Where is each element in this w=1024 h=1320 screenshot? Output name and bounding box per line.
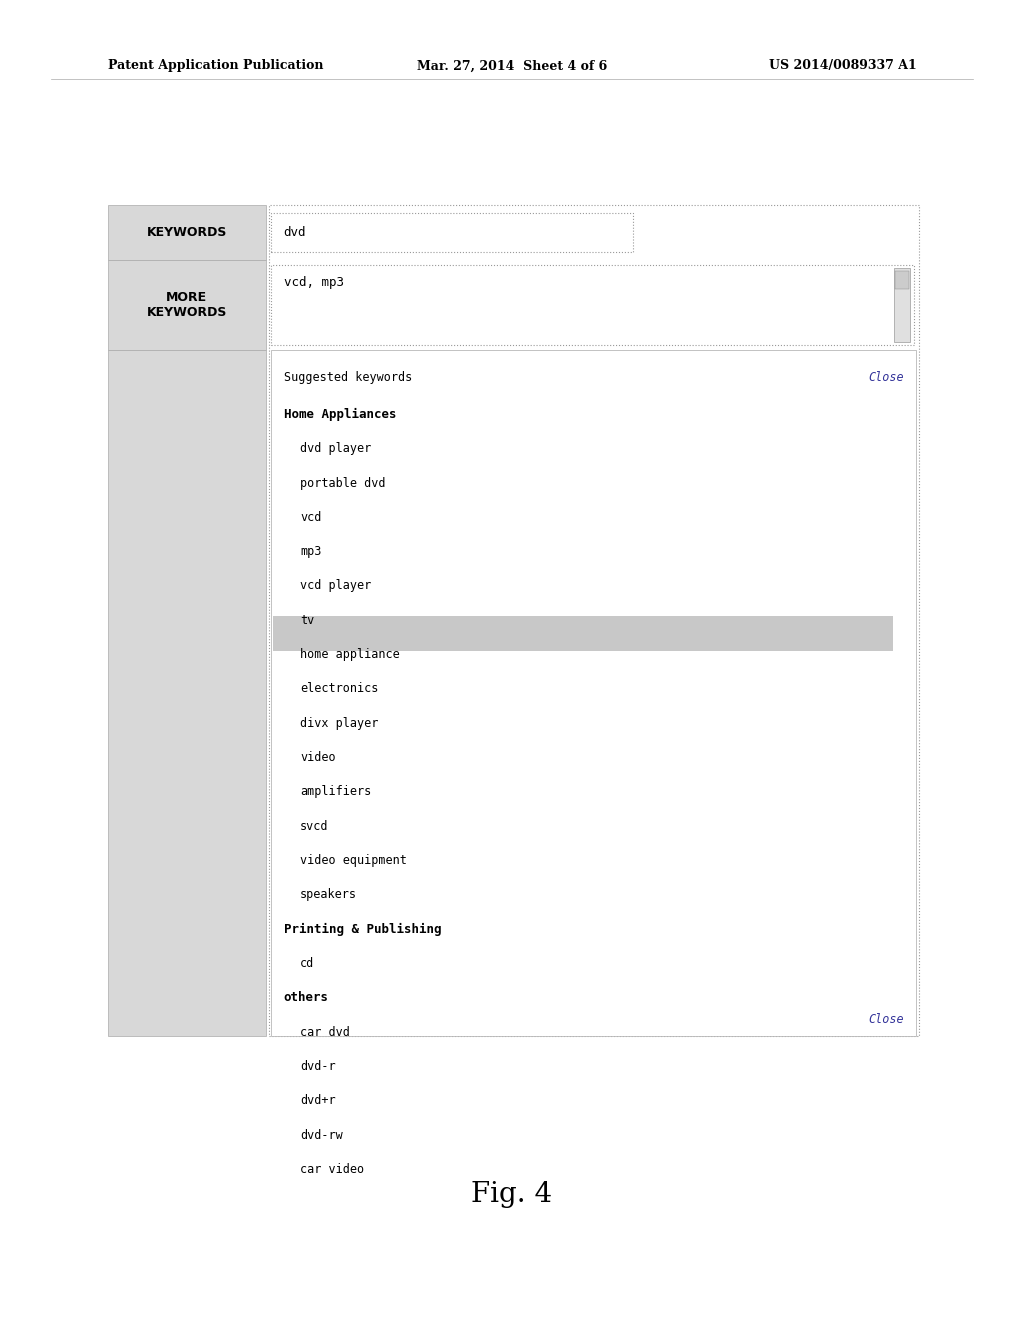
Bar (273, 616, 893, 651)
Bar (108, 260, 266, 350)
Text: video equipment: video equipment (300, 854, 407, 867)
Text: Mar. 27, 2014  Sheet 4 of 6: Mar. 27, 2014 Sheet 4 of 6 (417, 59, 607, 73)
Text: tv: tv (300, 614, 314, 627)
Text: Fig. 4: Fig. 4 (471, 1181, 553, 1208)
Text: home appliance: home appliance (300, 648, 399, 661)
Text: cd: cd (300, 957, 314, 970)
Text: Close: Close (868, 1012, 904, 1026)
Bar (271, 350, 916, 1036)
Text: dvd+r: dvd+r (300, 1094, 336, 1107)
Text: car video: car video (300, 1163, 365, 1176)
Text: divx player: divx player (300, 717, 379, 730)
Text: vcd player: vcd player (300, 579, 372, 593)
Text: video: video (300, 751, 336, 764)
Text: vcd: vcd (300, 511, 322, 524)
Text: electronics: electronics (300, 682, 379, 696)
Text: dvd-r: dvd-r (300, 1060, 336, 1073)
Text: Suggested keywords: Suggested keywords (284, 371, 412, 384)
Text: MORE
KEYWORDS: MORE KEYWORDS (146, 290, 227, 319)
Text: US 2014/0089337 A1: US 2014/0089337 A1 (769, 59, 916, 73)
Text: mp3: mp3 (300, 545, 322, 558)
Bar (108, 205, 266, 260)
Text: Home Appliances: Home Appliances (284, 408, 396, 421)
Text: dvd player: dvd player (300, 442, 372, 455)
Text: portable dvd: portable dvd (300, 477, 385, 490)
Text: svcd: svcd (300, 820, 329, 833)
Text: dvd-rw: dvd-rw (300, 1129, 343, 1142)
Text: amplifiers: amplifiers (300, 785, 372, 799)
FancyBboxPatch shape (271, 213, 633, 252)
Text: Close: Close (868, 371, 904, 384)
Text: Printing & Publishing: Printing & Publishing (284, 923, 441, 936)
Text: vcd, mp3: vcd, mp3 (284, 276, 344, 289)
Bar (269, 205, 919, 1036)
Bar (894, 268, 910, 342)
Bar (895, 271, 909, 289)
Bar (108, 350, 266, 1036)
Text: Patent Application Publication: Patent Application Publication (108, 59, 323, 73)
Text: speakers: speakers (300, 888, 357, 902)
Text: dvd: dvd (284, 226, 306, 239)
FancyBboxPatch shape (271, 265, 914, 345)
Text: car dvd: car dvd (300, 1026, 350, 1039)
Text: others: others (284, 991, 329, 1005)
Text: KEYWORDS: KEYWORDS (146, 226, 227, 239)
